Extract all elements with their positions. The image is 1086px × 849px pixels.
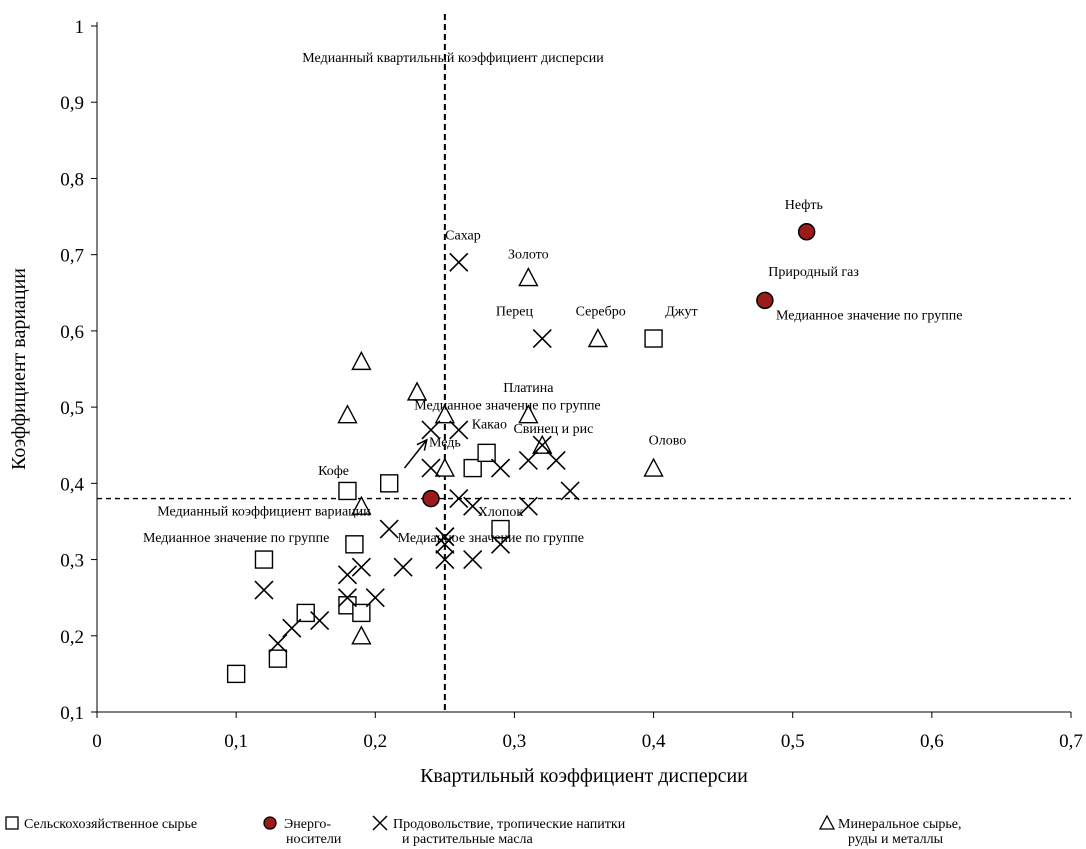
annotation-label: Перец	[496, 305, 534, 320]
legend-x-icon	[373, 816, 387, 830]
legend-item: Минеральное сырье,руды и металлы	[820, 816, 961, 847]
y-tick-label: 0,4	[60, 474, 84, 495]
legend-item: Энерго-носители	[264, 817, 342, 847]
data-point-x	[561, 482, 579, 500]
legend-label: носители	[286, 832, 342, 847]
data-points	[228, 224, 815, 683]
data-point-square	[228, 665, 245, 682]
data-point-x	[450, 253, 468, 271]
data-point-triangle	[589, 330, 607, 347]
data-point-x	[464, 551, 482, 569]
y-tick-label: 0,2	[60, 627, 84, 648]
annotation-label: Кофе	[318, 464, 349, 479]
y-tick-label: 0,3	[60, 551, 84, 572]
data-point-x	[492, 459, 510, 477]
data-point-square	[381, 475, 398, 492]
data-point-square	[464, 460, 481, 477]
y-tick-label: 0,6	[60, 322, 84, 343]
data-point-circle	[799, 224, 815, 240]
annotation-label: Свинец и рис	[513, 422, 593, 437]
data-point-circle	[757, 292, 773, 308]
series-triangle	[338, 269, 662, 644]
data-point-square	[645, 330, 662, 347]
annotation-label: Джут	[665, 305, 697, 320]
legend: Сельскохозяйственное сырье Энерго-носител…	[6, 816, 961, 847]
data-point-triangle	[436, 459, 454, 476]
annotation-label: Медианное значение по группе	[143, 531, 329, 546]
legend-square-icon	[6, 817, 18, 829]
data-point-x	[533, 330, 551, 348]
data-point-square	[339, 482, 356, 499]
data-point-x	[380, 520, 398, 538]
annotation-label: Серебро	[576, 305, 626, 320]
data-point-x	[519, 451, 537, 469]
x-tick-label: 0,3	[503, 731, 527, 752]
annotation-label: Медианное значение по группе	[398, 531, 584, 546]
annotation-label: Олово	[649, 433, 687, 448]
legend-triangle-icon	[820, 816, 834, 829]
arrow-shaft	[405, 440, 427, 468]
data-point-triangle	[408, 383, 426, 400]
legend-label: Энерго-	[284, 817, 331, 832]
y-tick-label: 0,7	[60, 246, 84, 267]
data-point-triangle	[519, 269, 537, 286]
annotation-label: Медианное значение по группе	[414, 398, 600, 413]
data-point-square	[353, 604, 370, 621]
data-point-square	[478, 444, 495, 461]
data-point-triangle	[352, 627, 370, 644]
data-point-x	[255, 581, 273, 599]
y-tick-label: 0,9	[60, 93, 84, 114]
legend-label: Продовольствие, тропические напитки	[393, 817, 626, 832]
data-point-x	[366, 589, 384, 607]
data-point-x	[547, 451, 565, 469]
y-axis-title: Коэффициент вариации	[8, 268, 30, 470]
legend-label: Сельскохозяйственное сырье	[24, 817, 197, 832]
data-point-triangle	[352, 352, 370, 369]
data-point-circle	[423, 491, 439, 507]
x-tick-label: 0,5	[781, 731, 805, 752]
data-point-triangle	[338, 406, 356, 423]
annotation-label: Хлопок	[478, 505, 524, 520]
median-dispersion-label: Медианный квартильный коэффициент диспер…	[302, 51, 604, 66]
annotation-label: Какао	[472, 417, 507, 432]
data-point-x	[422, 459, 440, 477]
legend-label: руды и металлы	[848, 832, 944, 847]
x-tick-label: 0,1	[224, 731, 248, 752]
annotation-label: Медь	[429, 436, 461, 451]
annotation-label: Сахар	[445, 228, 481, 243]
annotation-label: Платина	[503, 381, 554, 396]
data-point-square	[255, 551, 272, 568]
legend-label: и растительные масла	[402, 832, 534, 847]
data-point-square	[346, 536, 363, 553]
x-axis-title: Квартильный коэффициент дисперсии	[420, 765, 748, 787]
y-tick-label: 1	[75, 17, 85, 38]
x-tick-label: 0,2	[363, 731, 387, 752]
legend-item: Сельскохозяйственное сырье	[6, 817, 197, 832]
annotation-label: Медианный коэффициент вариации	[157, 504, 371, 519]
annotations: Сахар Золото Перец Серебро Джут Нефть Природны…	[143, 198, 962, 546]
annotation-label: Медианное значение по группе	[776, 308, 962, 323]
y-tick-label: 0,5	[60, 398, 84, 419]
x-tick-label: 0,4	[642, 731, 666, 752]
annotation-label: Природный газ	[768, 265, 859, 280]
y-tick-label: 0,8	[60, 169, 84, 190]
annotation-label: Нефть	[785, 198, 823, 213]
annotation-label: Золото	[508, 247, 549, 262]
data-point-x	[283, 619, 301, 637]
legend-label: Минеральное сырье,	[838, 817, 961, 832]
data-point-square	[269, 650, 286, 667]
legend-circle-icon	[264, 817, 276, 829]
y-tick-label: 0,1	[60, 703, 84, 724]
data-point-x	[394, 558, 412, 576]
x-tick-label: 0	[92, 731, 102, 752]
reference-lines: Медианный квартильный коэффициент диспер…	[97, 14, 1071, 712]
data-point-triangle	[645, 459, 663, 476]
x-tick-label: 0,7	[1059, 731, 1083, 752]
x-tick-label: 0,6	[920, 731, 944, 752]
